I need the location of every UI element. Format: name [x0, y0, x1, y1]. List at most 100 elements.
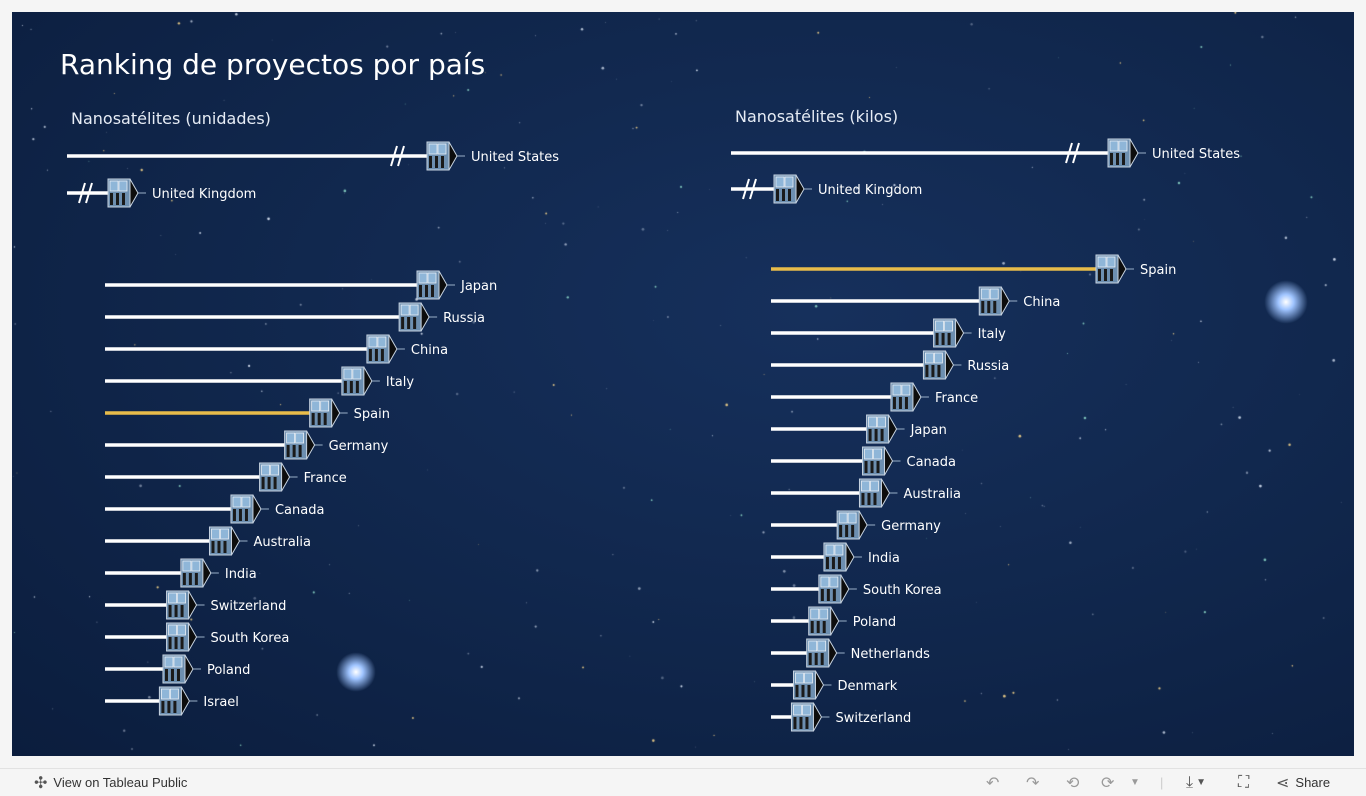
satellite-cell	[775, 176, 785, 188]
satellite-stripe	[839, 525, 843, 537]
satellite-cell	[870, 480, 879, 492]
satellite-cell	[793, 704, 802, 716]
satellite-stripe	[808, 653, 812, 665]
satellite-stripe	[845, 525, 849, 537]
view-on-tableau-button[interactable]: ✣ View on Tableau Public	[34, 769, 187, 796]
satellite-icon	[162, 654, 201, 684]
satellite-icon	[890, 382, 929, 412]
satellite-icon	[922, 350, 962, 380]
satellite-cell	[400, 304, 410, 316]
satellite-cell	[377, 336, 387, 348]
satellite-icon	[284, 430, 323, 460]
satellite-stripe	[793, 717, 797, 729]
satellite-stripe	[807, 685, 811, 697]
satellite-stripe	[870, 461, 874, 473]
satellite-stripe	[822, 621, 826, 633]
tableau-viz: Ranking de proyectos por país Nanosatéli…	[12, 12, 1354, 756]
satellite-stripe	[223, 541, 227, 553]
bar-label: Germany	[329, 439, 389, 454]
satellite-stripe	[947, 333, 951, 345]
satellite-icon	[107, 178, 146, 208]
bar-label: Italy	[386, 375, 415, 390]
bar-label: Australia	[253, 535, 311, 550]
toolbar-divider: |	[1160, 775, 1164, 790]
satellite-cell	[802, 704, 811, 716]
download-icon[interactable]: ⤓ ▼	[1186, 773, 1206, 791]
satellite-stripe	[931, 365, 935, 377]
satellite-cell	[409, 304, 419, 316]
satellite-stripe	[168, 605, 172, 617]
satellite-stripe	[820, 589, 824, 601]
satellite-stripe	[122, 193, 125, 205]
satellite-stripe	[868, 429, 872, 441]
satellite-stripe	[368, 349, 372, 361]
satellite-stripe	[987, 301, 991, 313]
satellite-stripe	[993, 301, 997, 313]
satellite-icon	[806, 638, 845, 668]
satellite-cell	[261, 464, 270, 476]
satellite-stripe	[898, 397, 902, 409]
satellite-stripe	[273, 477, 277, 489]
satellite-cell	[980, 288, 990, 300]
outlier-label: United Kingdom	[152, 187, 256, 202]
revert-icon[interactable]: ⟲	[1066, 774, 1080, 792]
satellite-stripe	[311, 413, 315, 425]
satellite-cell	[118, 180, 128, 192]
redo-icon[interactable]: ↷	[1026, 774, 1040, 792]
satellite-stripe	[904, 397, 908, 409]
satellite-icon	[862, 446, 901, 476]
bar-label: Switzerland	[835, 711, 911, 726]
satellite-stripe	[407, 317, 411, 329]
satellite-stripe	[892, 397, 896, 409]
satellite-stripe	[180, 605, 184, 617]
satellite-cell	[220, 528, 229, 540]
bar-label: Russia	[967, 359, 1009, 374]
undo-icon[interactable]: ↶	[986, 774, 1000, 792]
axis-break-mark	[390, 145, 398, 167]
satellite-cell	[944, 320, 953, 332]
dashboard-title: Ranking de proyectos por país	[60, 48, 486, 81]
satellite-stripe	[1098, 269, 1101, 281]
satellite-cell	[1097, 256, 1107, 268]
satellite-stripe	[1104, 269, 1107, 281]
satellite-icon	[933, 318, 972, 348]
satellite-stripe	[174, 637, 178, 649]
satellite-stripe	[261, 477, 265, 489]
satellite-stripe	[851, 525, 855, 537]
satellite-stripe	[937, 365, 941, 377]
satellite-cell	[817, 640, 827, 652]
satellite-stripe	[217, 541, 221, 553]
satellite-stripe	[801, 685, 805, 697]
satellite-stripe	[413, 317, 417, 329]
satellite-cell	[427, 272, 437, 284]
satellite-stripe	[820, 653, 824, 665]
satellite-icon	[208, 526, 248, 556]
satellite-stripe	[244, 509, 248, 521]
satellite-icon	[823, 542, 862, 572]
satellite-cell	[838, 512, 848, 524]
bar-label: Spain	[1140, 263, 1176, 278]
satellite-stripe	[782, 189, 785, 201]
satellite-stripe	[176, 669, 180, 681]
satellite-icon	[166, 622, 205, 652]
satellite-stripe	[170, 669, 174, 681]
fullscreen-icon[interactable]: ⛶	[1238, 773, 1250, 791]
satellite-cell	[109, 180, 119, 192]
satellite-stripe	[435, 156, 438, 168]
satellite-stripe	[232, 509, 236, 521]
axis-break-mark	[397, 145, 405, 167]
share-button[interactable]: ⋖ Share	[1276, 769, 1330, 796]
bar-label: Poland	[853, 615, 896, 630]
chevron-down-icon[interactable]: ▼	[1130, 777, 1140, 788]
satellite-icon	[790, 702, 830, 732]
satellite-cell	[829, 576, 839, 588]
satellite-icon	[398, 302, 438, 332]
refresh-icon[interactable]: ⟳	[1101, 774, 1115, 792]
satellite-cell	[804, 672, 813, 684]
satellite-icon	[836, 510, 876, 540]
satellite-icon	[416, 270, 455, 300]
satellite-icon	[366, 334, 405, 364]
chart-subtitle-kilos: Nanosatélites (kilos)	[735, 107, 899, 126]
axis-break-mark	[749, 178, 757, 200]
satellite-cell	[352, 368, 362, 380]
